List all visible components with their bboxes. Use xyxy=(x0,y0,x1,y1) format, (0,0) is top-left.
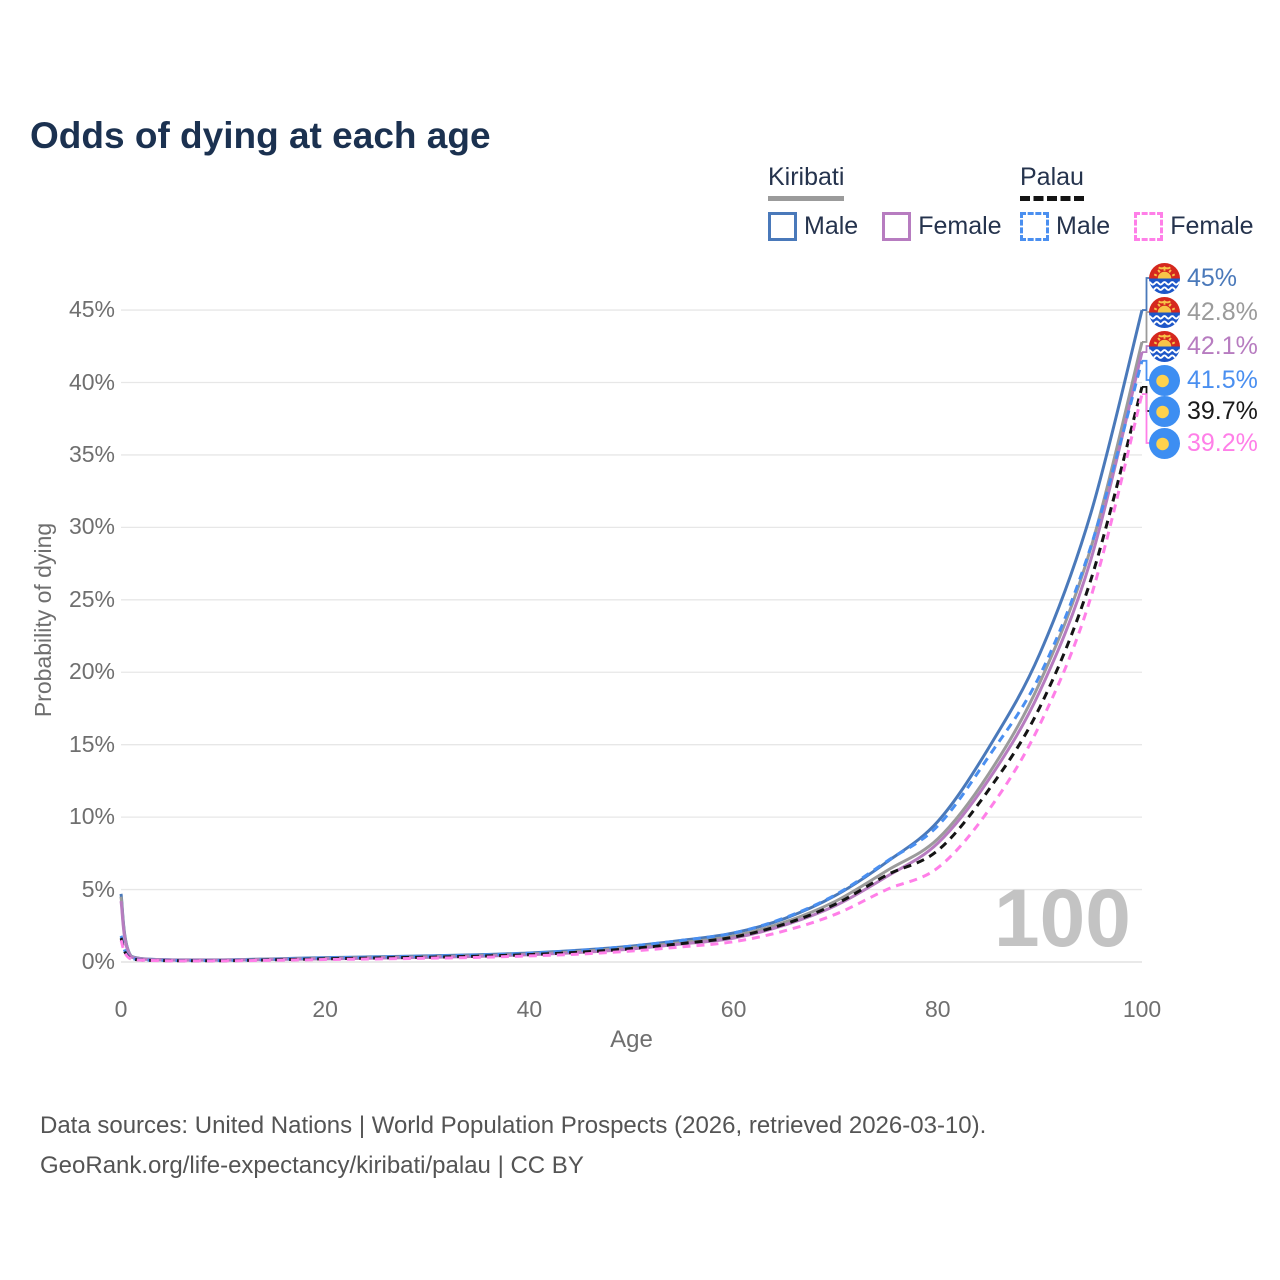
x-tick-label: 60 xyxy=(720,996,747,1022)
y-axis-title: Probability of dying xyxy=(30,522,56,718)
legend-item-label: Female xyxy=(1170,212,1254,240)
end-label-value: 42.1% xyxy=(1187,331,1258,360)
legend-item-label: Male xyxy=(1056,212,1111,240)
kiribati-female-swatch-icon xyxy=(882,212,912,241)
end-label-row-palau: 39.7% xyxy=(1149,395,1258,427)
palau-male-swatch-icon xyxy=(1020,212,1049,241)
end-label-value: 45% xyxy=(1187,263,1238,292)
kiribati-flag-icon xyxy=(1149,262,1180,294)
kiribati-flag-icon xyxy=(1149,330,1180,362)
end-label-connector xyxy=(1142,393,1151,444)
palau-female-swatch-icon xyxy=(1134,212,1164,241)
footer-attribution: GeoRank.org/life-expectancy/kiribati/pal… xyxy=(40,1152,584,1179)
y-tick-label: 30% xyxy=(68,513,115,540)
x-tick-label: 100 xyxy=(1122,996,1162,1022)
legend-item-palau-female[interactable]: Female xyxy=(1134,212,1254,241)
end-label-connector xyxy=(1142,311,1151,343)
legend-group-kiribati: Kiribati Male Female xyxy=(768,163,1002,241)
kiribati-flag-icon xyxy=(1149,296,1180,328)
legend-item-kiribati-female[interactable]: Female xyxy=(882,212,1002,241)
legend-item-palau-male[interactable]: Male xyxy=(1020,212,1110,241)
legend-item-kiribati-male[interactable]: Male xyxy=(768,212,858,241)
end-label-row-palau-male: 41.5% xyxy=(1149,364,1258,396)
end-label-value: 41.5% xyxy=(1187,365,1258,394)
legend-group-label: Kiribati xyxy=(768,163,845,191)
end-label-row-kiribati-male: 45% xyxy=(1149,262,1238,294)
kiribati-flag-icon xyxy=(1149,296,1180,328)
end-label-row-kiribati-female: 42.1% xyxy=(1149,330,1258,362)
y-tick-label: 20% xyxy=(68,658,115,685)
legend-header-palau[interactable]: Palau xyxy=(1020,163,1084,201)
palau-flag-icon xyxy=(1149,364,1180,396)
y-tick-label: 0% xyxy=(81,948,115,974)
palau-line-sample-icon xyxy=(1020,196,1084,201)
palau-flag-icon xyxy=(1149,427,1180,459)
end-label-connector xyxy=(1142,345,1151,353)
palau-flag-icon xyxy=(1149,364,1180,396)
end-label-connector xyxy=(1142,277,1151,311)
palau-flag-icon xyxy=(1149,427,1180,459)
series-line-palau-male xyxy=(119,360,1144,963)
end-label-connector xyxy=(1142,359,1151,381)
series-line-palau-female xyxy=(119,393,1144,963)
footer: Data sources: United Nations | World Pop… xyxy=(40,1106,986,1186)
palau-flag-icon xyxy=(1149,395,1180,427)
y-tick-label: 40% xyxy=(68,368,115,395)
legend-group-label: Palau xyxy=(1020,163,1084,191)
x-tick-label: 20 xyxy=(312,996,338,1022)
end-label-value: 39.2% xyxy=(1187,428,1258,457)
kiribati-male-swatch-icon xyxy=(768,212,797,241)
kiribati-flag-icon xyxy=(1149,262,1180,294)
legend-item-label: Female xyxy=(918,212,1002,240)
palau-flag-icon xyxy=(1149,395,1180,427)
legend-header-kiribati[interactable]: Kiribati xyxy=(768,163,845,201)
x-tick-label: 40 xyxy=(516,996,543,1022)
series-line-kiribati xyxy=(119,341,1144,962)
kiribati-line-sample-icon xyxy=(768,196,845,201)
series-line-kiribati-female xyxy=(119,351,1144,962)
page-title: Odds of dying at each age xyxy=(30,114,491,156)
x-tick-label: 80 xyxy=(925,996,951,1022)
kiribati-flag-icon xyxy=(1149,330,1180,362)
series-line-kiribati-male xyxy=(119,309,1144,962)
end-label-row-palau-female: 39.2% xyxy=(1149,427,1258,459)
end-label-row-kiribati: 42.8% xyxy=(1149,296,1258,328)
legend-group-palau: Palau Male Female xyxy=(1020,163,1254,241)
y-tick-label: 45% xyxy=(68,296,115,323)
watermark-age: 100 xyxy=(994,873,1131,964)
x-axis-title: Age xyxy=(610,1026,653,1053)
y-tick-label: 25% xyxy=(68,585,115,612)
y-tick-label: 10% xyxy=(68,803,115,830)
series-line-palau xyxy=(119,386,1144,963)
end-label-value: 42.8% xyxy=(1187,297,1258,326)
y-tick-label: 35% xyxy=(68,440,115,467)
legend-item-label: Male xyxy=(804,212,859,240)
footer-sources: Data sources: United Nations | World Pop… xyxy=(40,1112,987,1139)
x-tick-label: 0 xyxy=(114,996,128,1022)
y-tick-label: 5% xyxy=(81,875,115,902)
end-label-value: 39.7% xyxy=(1187,396,1258,425)
y-tick-label: 15% xyxy=(68,730,115,757)
